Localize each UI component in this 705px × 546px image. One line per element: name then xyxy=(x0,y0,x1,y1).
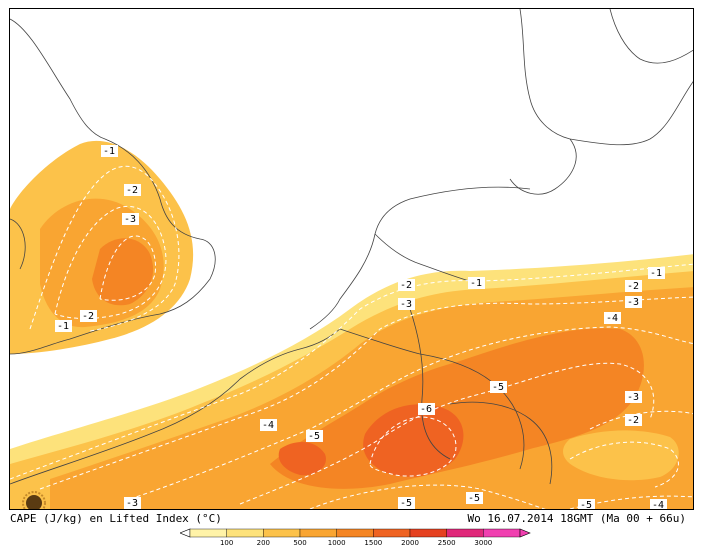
svg-text:-4: -4 xyxy=(652,500,664,510)
legend-swatch xyxy=(373,528,411,538)
legend-swatch xyxy=(409,528,447,538)
legend-swatch xyxy=(336,528,374,538)
svg-text:-5: -5 xyxy=(492,382,504,393)
svg-text:-6: -6 xyxy=(420,404,432,415)
legend-swatch xyxy=(483,528,521,538)
legend-swatch xyxy=(299,528,337,538)
color-legend: 100 200 500 1000 1500 2000 2500 3000 xyxy=(180,528,531,546)
svg-text:-2: -2 xyxy=(82,311,94,322)
contour-label: -3 xyxy=(122,213,139,225)
contour-labels: -1 -2 -3 -2 -1 -2 -1 -3 -1 -2 -3 -4 -5 -6 -4 -5 -3 -2 -3 -5… xyxy=(55,145,667,510)
svg-text:-2: -2 xyxy=(627,281,639,292)
svg-text:-4: -4 xyxy=(262,420,274,431)
svg-text:-1: -1 xyxy=(103,146,115,157)
legend-swatch xyxy=(226,528,264,538)
contour-label: -4 xyxy=(650,499,667,510)
svg-text:-2: -2 xyxy=(627,415,639,426)
contour-label: -3 xyxy=(625,296,642,308)
svg-text:-3: -3 xyxy=(627,392,639,403)
svg-text:-1: -1 xyxy=(470,278,482,289)
legend-tick-label: 3000 xyxy=(474,539,492,546)
contour-label: -5 xyxy=(578,499,595,510)
svg-text:-2: -2 xyxy=(400,280,412,291)
coastlines xyxy=(10,9,693,485)
svg-text:-2: -2 xyxy=(126,185,138,196)
contour-label: -3 xyxy=(625,391,642,403)
contour-label: -2 xyxy=(398,279,415,291)
legend-swatch xyxy=(446,528,484,538)
svg-text:-4: -4 xyxy=(606,313,618,324)
contour-label: -5 xyxy=(466,492,483,504)
legend-tick-label: 100 xyxy=(220,539,233,546)
contour-label: -2 xyxy=(625,414,642,426)
cape-map: -1 -2 -3 -2 -1 -2 -1 -3 -1 -2 -3 -4 -5 -6 -4 -5 -3 -2 -3 -5… xyxy=(10,9,693,510)
contour-label: -6 xyxy=(418,403,435,415)
contour-label: -3 xyxy=(124,497,141,509)
contour-label: -2 xyxy=(80,310,97,322)
svg-text:-3: -3 xyxy=(126,498,138,509)
svg-text:-5: -5 xyxy=(400,498,412,509)
contour-label: -2 xyxy=(124,184,141,196)
valid-time: Wo 16.07.2014 18GMT (Ma 00 + 66u) xyxy=(467,512,686,525)
legend-tick-label: 500 xyxy=(293,539,306,546)
sun-logo-icon xyxy=(22,491,46,509)
contour-label: -5 xyxy=(398,497,415,509)
contour-label: -1 xyxy=(55,320,72,332)
legend-tick-label: 1500 xyxy=(364,539,382,546)
svg-text:-3: -3 xyxy=(400,299,412,310)
svg-text:-1: -1 xyxy=(650,268,662,279)
contour-label: -2 xyxy=(625,280,642,292)
legend-tick-label: 2000 xyxy=(401,539,419,546)
map-panel: -1 -2 -3 -2 -1 -2 -1 -3 -1 -2 -3 -4 -5 -6 -4 -5 -3 -2 -3 -5… xyxy=(9,8,694,510)
contour-label: -3 xyxy=(398,298,415,310)
svg-text:-3: -3 xyxy=(627,297,639,308)
lifted-index-contours xyxy=(10,165,693,509)
contour-label: -5 xyxy=(306,430,323,442)
contour-label: -5 xyxy=(490,381,507,393)
contour-label: -4 xyxy=(604,312,621,324)
contour-label: -4 xyxy=(260,419,277,431)
legend-tick-label: 1000 xyxy=(328,539,346,546)
svg-text:-5: -5 xyxy=(580,500,592,510)
svg-text:-1: -1 xyxy=(57,321,69,332)
legend-swatch xyxy=(189,528,227,538)
legend-arrow-low xyxy=(180,528,191,538)
svg-text:-5: -5 xyxy=(308,431,320,442)
legend-tick-label: 2500 xyxy=(438,539,456,546)
svg-text:-3: -3 xyxy=(124,214,136,225)
legend-tick-label: 200 xyxy=(257,539,270,546)
contour-label: -1 xyxy=(101,145,118,157)
contour-label: -1 xyxy=(648,267,665,279)
contour-label: -1 xyxy=(468,277,485,289)
legend-arrow-high xyxy=(519,528,531,538)
map-title: CAPE (J/kg) en Lifted Index (°C) xyxy=(10,512,222,525)
svg-text:-5: -5 xyxy=(468,493,480,504)
legend-swatch xyxy=(263,528,301,538)
